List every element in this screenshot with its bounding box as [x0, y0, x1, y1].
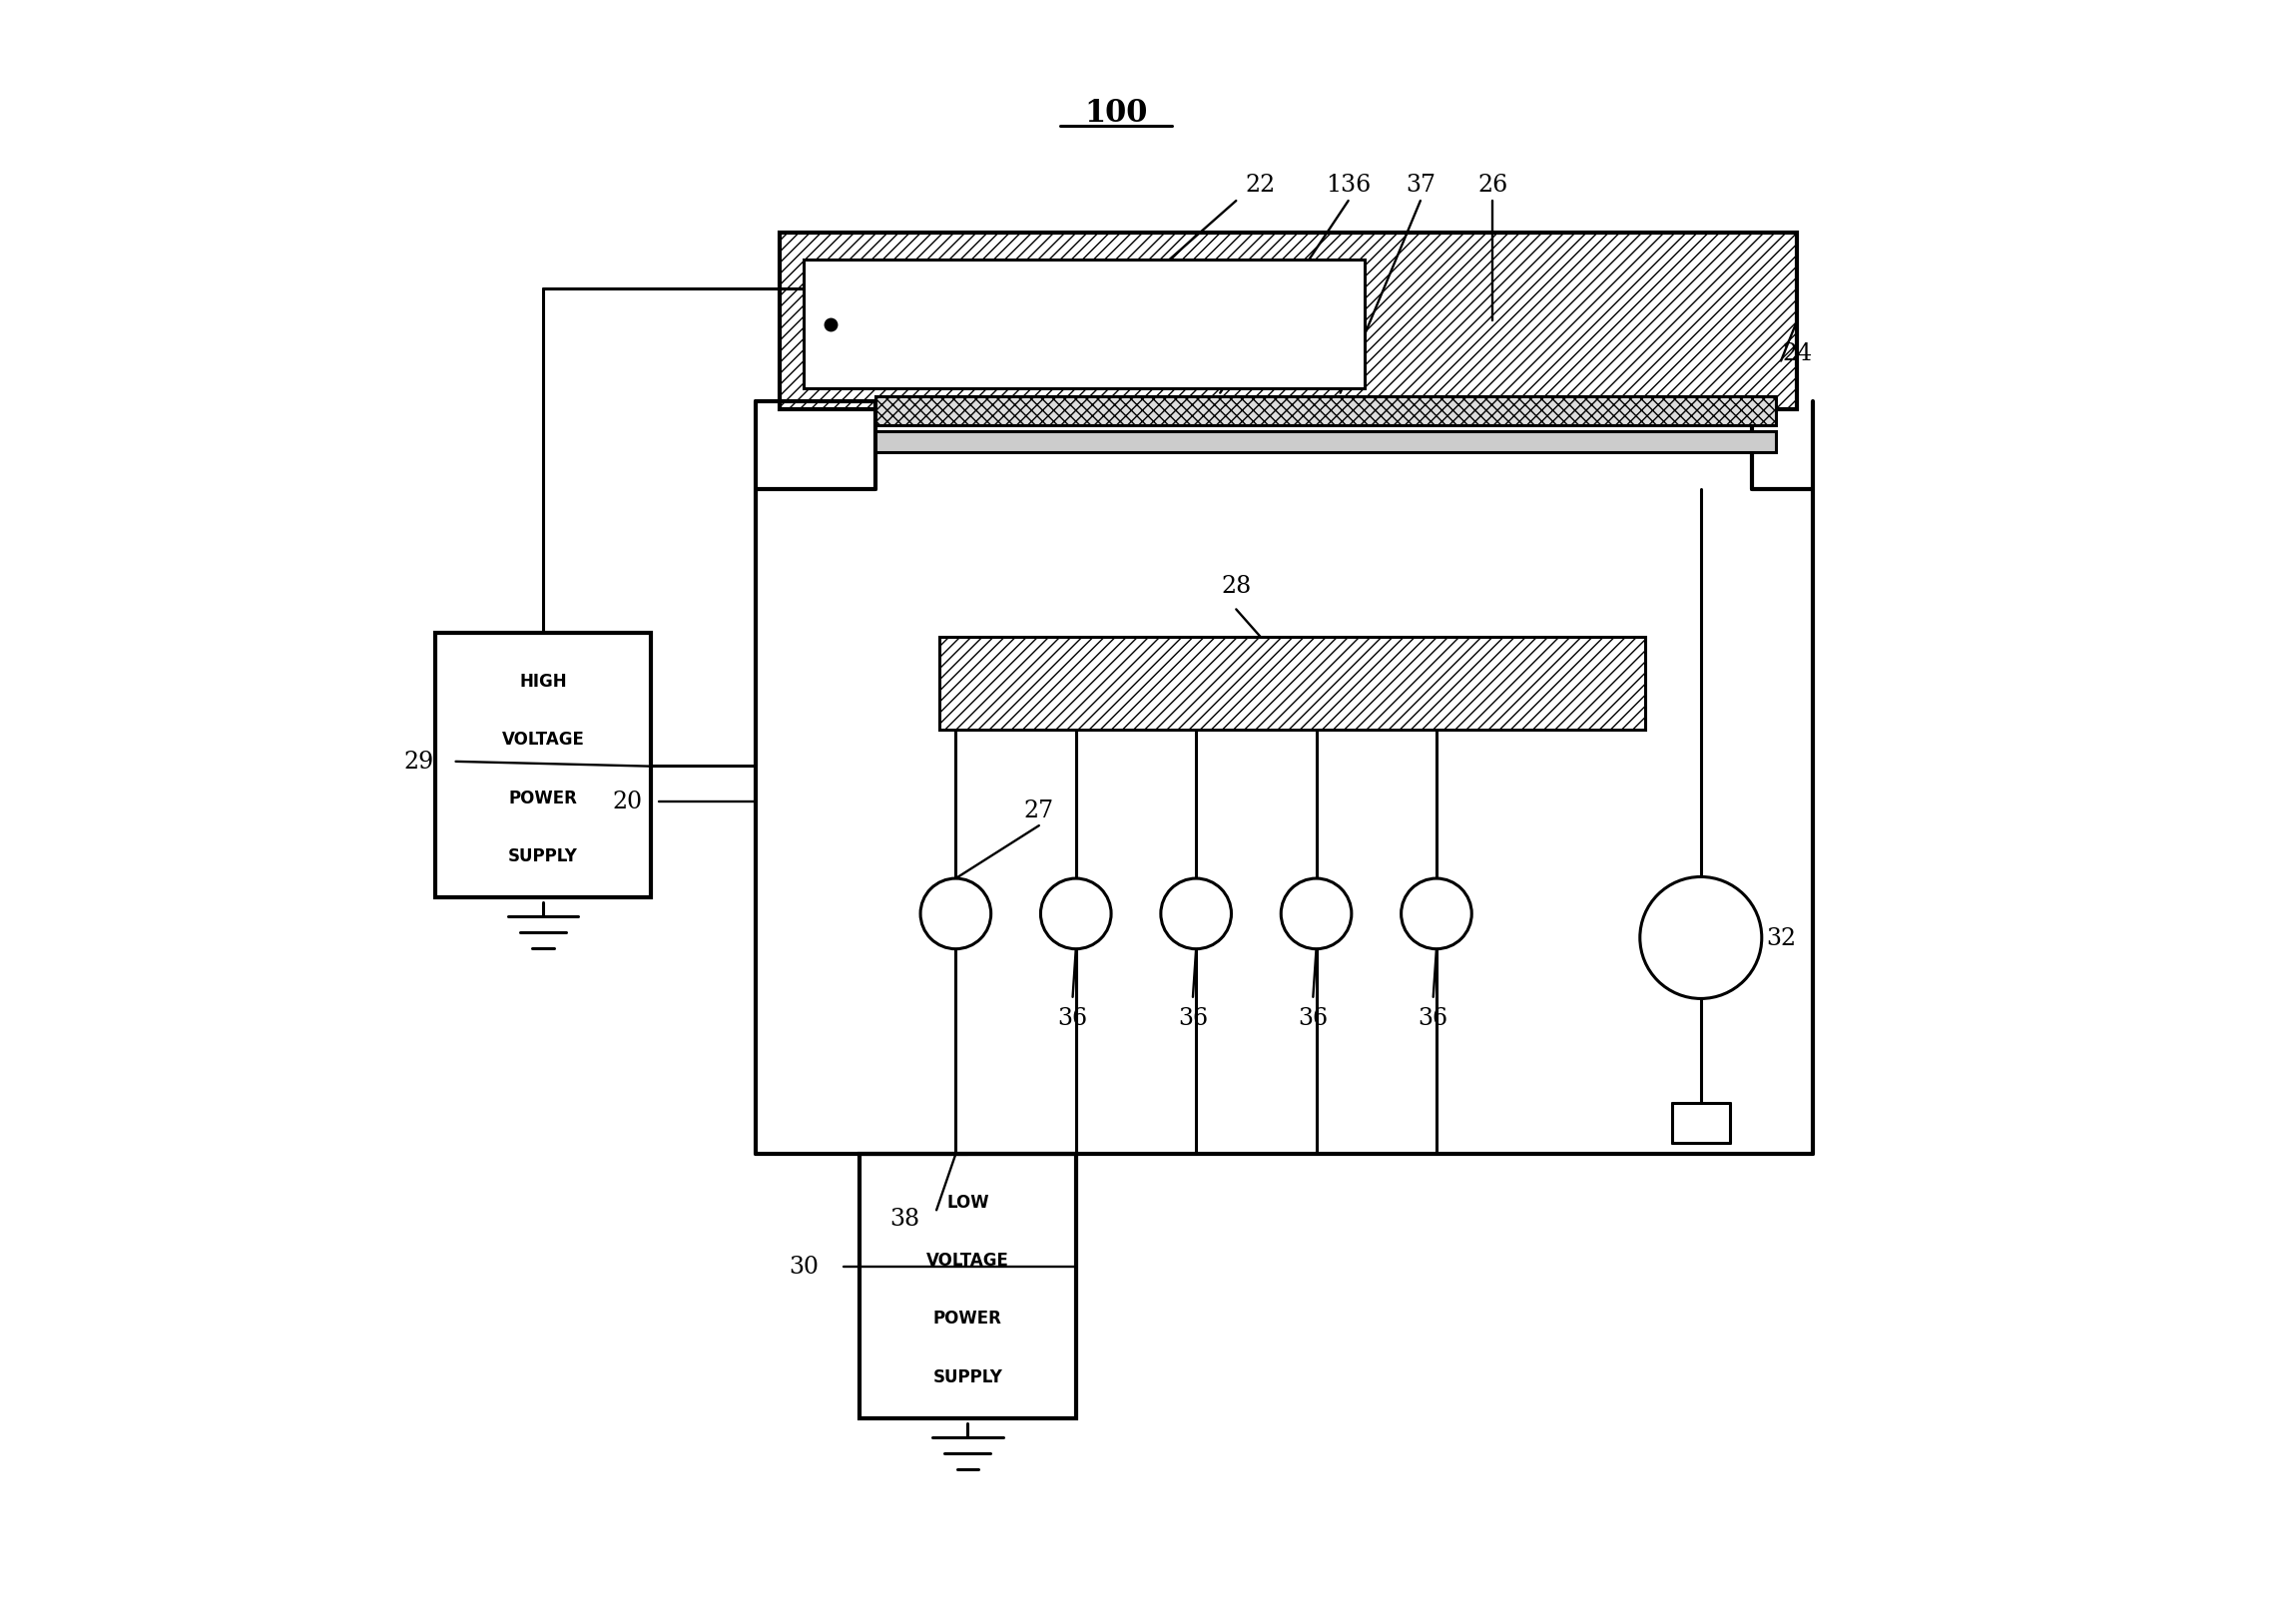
Text: 136: 136	[1325, 175, 1371, 197]
Bar	[434, 634, 652, 898]
Circle shape	[1281, 879, 1352, 950]
Text: 37: 37	[1405, 175, 1435, 197]
Text: VOLTAGE: VOLTAGE	[503, 730, 585, 749]
Text: 24: 24	[1782, 342, 1812, 366]
Bar	[859, 1155, 1077, 1418]
Text: 28: 28	[1221, 574, 1251, 597]
Text: 36: 36	[1297, 1007, 1327, 1030]
Text: 27: 27	[1024, 799, 1054, 821]
Text: POWER: POWER	[934, 1309, 1001, 1327]
Circle shape	[921, 879, 992, 950]
Text: 26: 26	[1476, 175, 1508, 197]
Text: SUPPLY: SUPPLY	[932, 1367, 1003, 1386]
Circle shape	[1639, 877, 1761, 999]
Text: POWER: POWER	[510, 789, 579, 807]
Text: 36: 36	[1058, 1007, 1088, 1030]
Bar	[875, 396, 1777, 425]
Bar	[875, 431, 1777, 452]
Circle shape	[1040, 879, 1111, 950]
Text: LOW: LOW	[946, 1193, 990, 1211]
Circle shape	[1162, 879, 1231, 950]
Text: 32: 32	[1766, 927, 1795, 950]
Bar	[778, 234, 1798, 409]
Text: VOLTAGE: VOLTAGE	[925, 1251, 1010, 1269]
Text: 20: 20	[613, 791, 643, 813]
Text: 36: 36	[1178, 1007, 1208, 1030]
Text: 38: 38	[889, 1206, 918, 1230]
Text: 30: 30	[788, 1254, 817, 1278]
Circle shape	[1401, 879, 1472, 950]
Text: HIGH: HIGH	[519, 672, 567, 690]
Text: 100: 100	[1084, 98, 1148, 128]
Text: 36: 36	[1419, 1007, 1449, 1030]
Bar	[939, 637, 1644, 730]
Bar	[758, 404, 1809, 1152]
Text: 29: 29	[404, 751, 434, 773]
Text: 22: 22	[1244, 175, 1274, 197]
Bar	[804, 261, 1364, 388]
Text: SUPPLY: SUPPLY	[507, 847, 579, 865]
